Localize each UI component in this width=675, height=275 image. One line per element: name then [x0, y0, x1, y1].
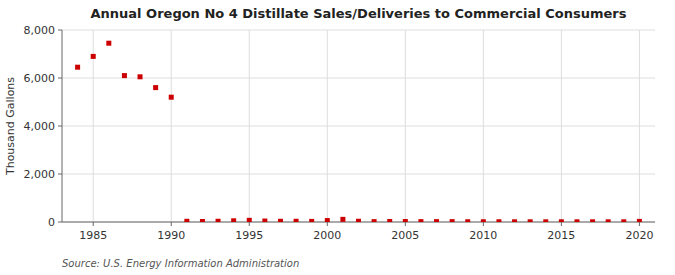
tick-label: 2020 [625, 229, 653, 242]
tick-label: 8,000 [24, 24, 56, 37]
tick-label: 2010 [469, 229, 497, 242]
point [450, 219, 455, 222]
tick-label: 2,000 [24, 168, 56, 181]
source-note: Source: U.S. Energy Information Administ… [62, 258, 299, 269]
point [309, 219, 314, 222]
tick-mark [171, 222, 172, 226]
title: Annual Oregon No 4 Distillate Sales/Deli… [91, 6, 627, 21]
grid-line [327, 30, 328, 222]
point [200, 219, 205, 222]
tick-label: 4,000 [24, 120, 56, 133]
point [590, 219, 595, 222]
point [403, 219, 408, 222]
point [122, 73, 127, 78]
point [372, 219, 377, 222]
tick-label: 2015 [547, 229, 575, 242]
tick-mark [405, 222, 406, 226]
point [481, 219, 486, 222]
points [75, 41, 642, 222]
grid-line [62, 126, 655, 127]
tick-mark [561, 222, 562, 226]
grid-line [249, 30, 250, 222]
point [574, 219, 579, 222]
point [637, 219, 642, 222]
point [262, 219, 267, 222]
point [621, 219, 626, 222]
grid-line [483, 30, 484, 222]
point [340, 217, 345, 222]
tick-mark [483, 222, 484, 226]
point [512, 219, 517, 222]
grid-line [639, 30, 640, 222]
point [75, 65, 80, 70]
chart: Annual Oregon No 4 Distillate Sales/Deli… [0, 0, 675, 275]
grid-line [405, 30, 406, 222]
grid-line [171, 30, 172, 222]
y-axis-label: Thousand Gallons [4, 77, 17, 176]
point [106, 41, 111, 46]
tick-label: 6,000 [24, 72, 56, 85]
tick-mark [327, 222, 328, 226]
point [496, 219, 501, 222]
point [528, 219, 533, 222]
point [138, 74, 143, 79]
point [169, 95, 174, 100]
grid [62, 30, 655, 222]
grid-line [62, 30, 655, 31]
point [153, 85, 158, 90]
tick-mark [58, 78, 62, 79]
point [543, 219, 548, 222]
grid-line [62, 78, 655, 79]
point [434, 219, 439, 222]
grid-line [561, 30, 562, 222]
point [387, 219, 392, 222]
point [91, 54, 96, 59]
point [325, 218, 330, 222]
tick-mark [58, 222, 62, 223]
point [465, 219, 470, 222]
point [231, 218, 236, 222]
point [294, 219, 299, 222]
tick-mark [58, 126, 62, 127]
tick-mark [58, 30, 62, 31]
point [418, 219, 423, 222]
point [216, 219, 221, 222]
tick-label: 2005 [391, 229, 419, 242]
tick-label: 1990 [157, 229, 185, 242]
tick-mark [249, 222, 250, 226]
point [184, 219, 189, 222]
y-axis-line [62, 30, 63, 222]
axes: 0 2,000 4,000 6,000 8,000 1985 1990 1995 2000 200… [24, 24, 656, 242]
grid-line [62, 174, 655, 175]
tick-mark [93, 222, 94, 226]
tick-mark [639, 222, 640, 226]
tick-mark [58, 174, 62, 175]
point [278, 219, 283, 222]
point [559, 219, 564, 222]
point [247, 218, 252, 222]
tick-label: 0 [48, 216, 55, 229]
tick-label: 1995 [235, 229, 263, 242]
tick-label: 2000 [313, 229, 341, 242]
tick-label: 1985 [79, 229, 107, 242]
point [606, 219, 611, 222]
point [356, 219, 361, 222]
